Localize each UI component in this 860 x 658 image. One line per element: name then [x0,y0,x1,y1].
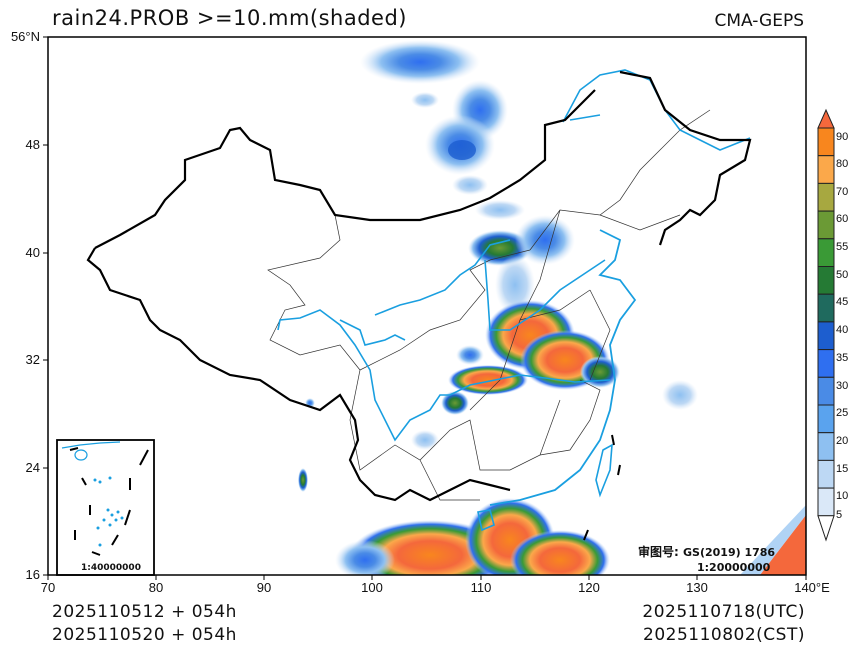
colorbar-label: 35 [836,352,849,364]
colorbar-label: 55 [836,241,849,253]
colorbar-label: 70 [836,186,849,198]
inset-map-scale: 1:40000000 [81,563,141,573]
x-tick-label: 120 [578,580,600,595]
y-tick-label: 56°N [10,29,40,44]
colorbar-label: 30 [836,380,849,392]
y-tick-label: 40 [25,245,40,260]
axis-ticks [43,36,807,580]
country-border [86,70,752,502]
init-time-cst: 2025110520 + 054h [52,625,237,645]
precip-shading [298,40,806,575]
approval-label: 审图号: [638,545,679,559]
province-borders [267,109,711,501]
colorbar-label: 20 [836,435,849,447]
colorbar-label: 15 [836,463,849,475]
y-tick-label: 24 [25,460,40,475]
y-tick-label: 16 [25,567,40,582]
x-tick-label: 130 [686,580,708,595]
x-tick-label: 70 [40,580,56,595]
valid-time-utc: 2025110718(UTC) [642,602,805,622]
x-tick-label: 100 [361,580,383,595]
y-tick-label: 48 [25,137,40,152]
colorbar-label: 90 [836,131,849,143]
map-approval-number: 审图号: GS(2019) 1786 [638,543,775,560]
colorbar-label: 80 [836,158,849,170]
main-map-scale: 1:20000000 [697,561,771,574]
chart-title: rain24.PROB >=10.mm(shaded) [52,6,407,30]
approval-code: GS(2019) 1786 [683,546,776,559]
valid-time-cst: 2025110802(CST) [643,625,805,645]
x-tick-label: 110 [470,580,492,595]
x-tick-label: 90 [256,580,272,595]
south-china-sea-inset [56,439,155,576]
x-tick-label: 80 [148,580,164,595]
x-tick-label: 140°E [794,580,830,595]
y-tick-label: 32 [25,352,40,367]
colorbar-label: 45 [836,296,849,308]
colorbar-label: 60 [836,213,849,225]
model-name: CMA-GEPS [714,11,804,31]
colorbar-label: 5 [836,509,843,521]
colorbar-label: 50 [836,269,849,281]
colorbar-label: 40 [836,324,849,336]
colorbar-label: 25 [836,407,849,419]
init-time-utc: 2025110512 + 054h [52,602,237,622]
map-frame [47,36,807,576]
colorbar [817,108,835,542]
colorbar-label: 10 [836,490,849,502]
